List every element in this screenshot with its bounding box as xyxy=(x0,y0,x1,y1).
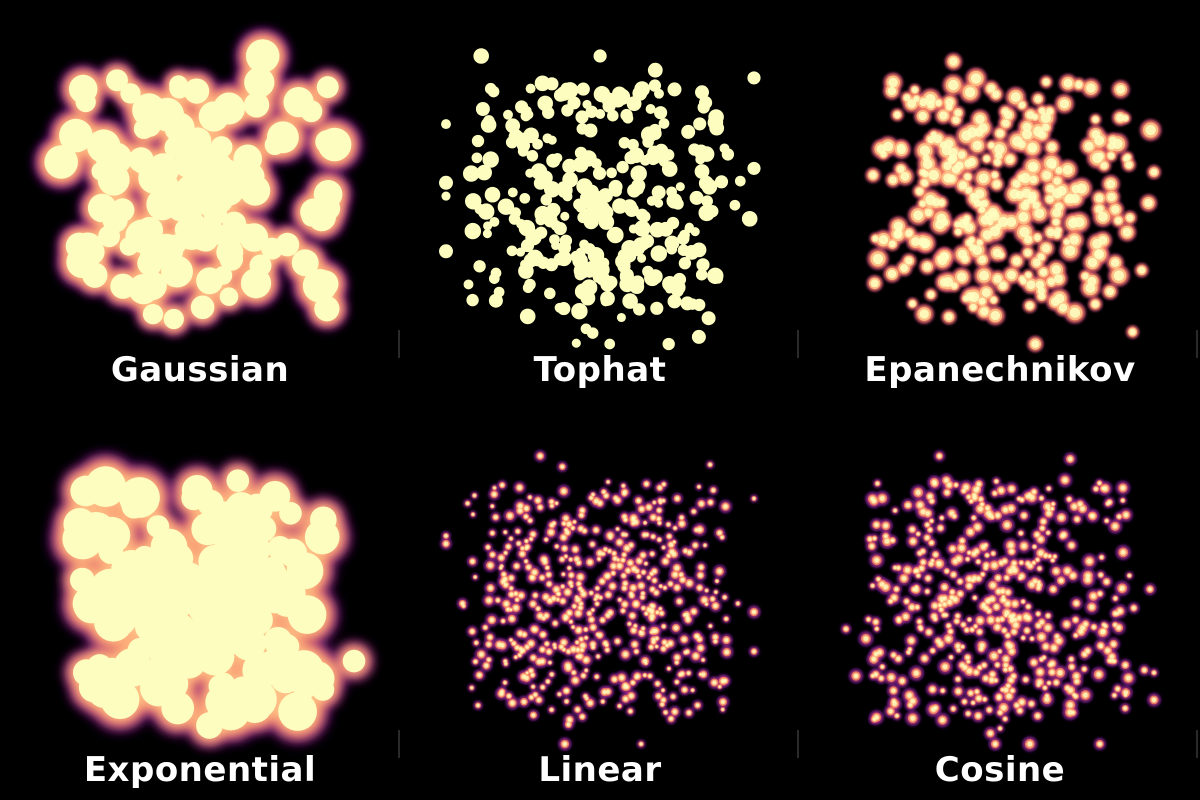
panel-label-linear: Linear xyxy=(538,750,662,790)
density-image-cosine xyxy=(840,449,1162,753)
density-layer xyxy=(444,454,757,747)
density-layer xyxy=(44,39,352,330)
density-layer xyxy=(844,454,1157,747)
panel-cosine: Cosine xyxy=(800,400,1200,800)
panel-tophat: Tophat xyxy=(400,0,800,400)
panel-divider xyxy=(398,730,400,758)
panel-divider xyxy=(797,330,799,358)
density-layer xyxy=(439,48,761,351)
density-image-tophat xyxy=(439,48,761,351)
panel-divider xyxy=(1196,730,1198,758)
density-layer xyxy=(62,466,366,739)
density-image-gaussian xyxy=(33,28,362,336)
panel-divider xyxy=(1196,330,1198,358)
density-image-linear xyxy=(439,449,762,752)
density-image-exponential xyxy=(49,453,373,748)
panel-gaussian: Gaussian xyxy=(0,0,400,400)
panel-label-gaussian: Gaussian xyxy=(110,350,290,390)
panel-label-exponential: Exponential xyxy=(83,750,317,790)
panel-label-cosine: Cosine xyxy=(934,750,1066,790)
panel-divider xyxy=(398,330,400,358)
density-layer xyxy=(869,57,1158,348)
panel-label-epanechnikov: Epanechnikov xyxy=(864,350,1136,390)
panel-label-tophat: Tophat xyxy=(533,350,667,390)
panel-epanechnikov: Epanechnikov xyxy=(800,0,1200,400)
panel-divider xyxy=(797,730,799,758)
panel-exponential: Exponential xyxy=(0,400,400,800)
density-image-epanechnikov xyxy=(865,52,1162,353)
panel-linear: Linear xyxy=(400,400,800,800)
